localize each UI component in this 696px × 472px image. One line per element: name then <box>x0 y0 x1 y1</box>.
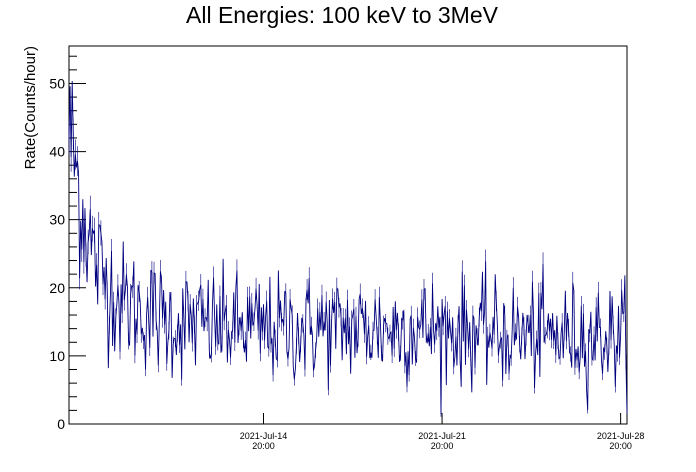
y-tick-label: 40 <box>49 144 65 160</box>
series-error-bars <box>68 118 627 417</box>
y-tick-label: 10 <box>49 348 65 364</box>
x-tick-time: 20:00 <box>252 441 275 451</box>
chart-title: All Energies: 100 keV to 3MeV <box>186 2 499 28</box>
data-series <box>68 81 628 417</box>
y-axis-label: Rate(Counts/hour) <box>22 46 39 169</box>
x-axis: 2021-Jul-1420:002021-Jul-2120:002021-Jul… <box>240 413 645 451</box>
series-line <box>68 81 628 414</box>
y-tick-label: 0 <box>57 416 65 432</box>
y-tick-label: 50 <box>49 75 65 91</box>
x-tick-time: 20:00 <box>431 441 454 451</box>
y-tick-label: 30 <box>49 212 65 228</box>
y-axis: 0 10 20 30 40 50 <box>49 55 86 432</box>
x-tick-time: 20:00 <box>609 441 632 451</box>
x-tick-date: 2021-Jul-14 <box>240 431 288 441</box>
x-tick-date: 2021-Jul-28 <box>597 431 645 441</box>
plot-frame <box>68 45 628 425</box>
y-tick-label: 20 <box>49 280 65 296</box>
x-tick-date: 2021-Jul-21 <box>418 431 466 441</box>
